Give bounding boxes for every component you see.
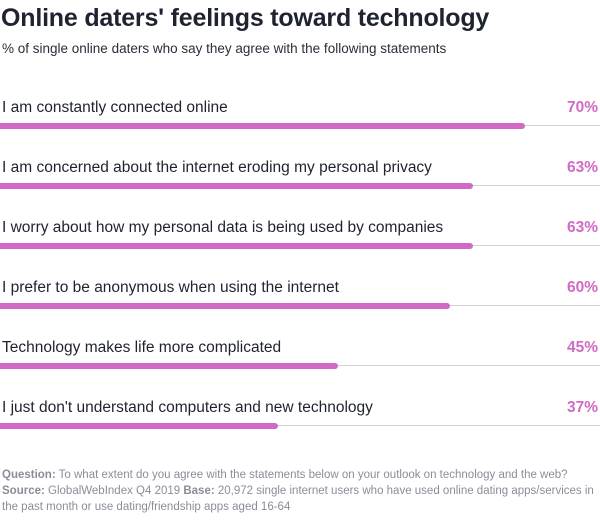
bar-category-label: I am concerned about the internet erodin… (2, 159, 432, 176)
bar (0, 243, 473, 249)
source-text: GlobalWebIndex Q4 2019 (44, 485, 184, 497)
bar-value-label: 45% (566, 339, 598, 356)
bar (0, 423, 278, 429)
base-text: 20,972 single internet users who have us… (2, 485, 594, 513)
bar-value-label: 37% (566, 399, 598, 416)
bar-chart: I am constantly connected online 70% I am … (0, 99, 600, 435)
bar-track (0, 425, 600, 426)
bar-row: I am constantly connected online 70% (0, 99, 600, 135)
bar-row: I just don't understand computers and ne… (0, 399, 600, 435)
bar-category-label: I worry about how my personal data is be… (2, 219, 444, 236)
bar (0, 363, 338, 369)
bar (0, 123, 525, 129)
bar-value-label: 63% (566, 159, 598, 176)
bar-row: I worry about how my personal data is be… (0, 219, 600, 255)
base-label: Base: (183, 485, 215, 497)
bar-category-label: I am constantly connected online (2, 99, 228, 116)
bar-row: I prefer to be anonymous when using the … (0, 279, 600, 315)
bar-category-label: I just don't understand computers and ne… (2, 399, 373, 416)
bar-category-label: Technology makes life more complicated (2, 339, 282, 356)
bar-row: I am concerned about the internet erodin… (0, 159, 600, 195)
question-label: Question: (2, 469, 56, 481)
chart-title: Online daters' feelings toward technolog… (1, 4, 490, 32)
bar (0, 183, 473, 189)
bar-value-label: 70% (566, 99, 598, 116)
bar-value-label: 60% (566, 279, 598, 296)
question-text: To what extent do you agree with the sta… (55, 469, 568, 481)
source-label: Source: (2, 485, 45, 497)
bar-category-label: I prefer to be anonymous when using the … (2, 279, 339, 296)
bar-value-label: 63% (566, 219, 598, 236)
chart-subtitle: % of single online daters who say they a… (2, 41, 447, 56)
bar (0, 303, 450, 309)
bar-row: Technology makes life more complicated 45… (0, 339, 600, 375)
chart-footnote: Question: To what extent do you agree wi… (2, 467, 600, 515)
